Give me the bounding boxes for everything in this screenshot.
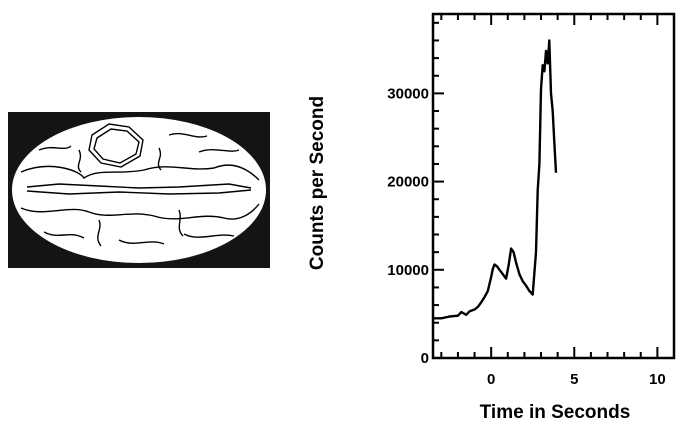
scattered-contours	[77, 147, 184, 247]
y-tick-label: 20000	[387, 174, 429, 191]
x-tick-label: 10	[649, 371, 666, 388]
x-tick-label: 5	[570, 371, 578, 388]
x-axis-label: Time in Seconds	[480, 402, 631, 421]
contour-lines	[20, 123, 260, 247]
sky-ellipse	[12, 117, 266, 263]
galactic-plane-contour-top	[26, 183, 252, 189]
lower-noise-contours	[43, 231, 235, 245]
plot-frame	[431, 12, 676, 360]
hotspot-contour-outer	[88, 123, 144, 168]
sky-map-panel	[8, 112, 270, 268]
hotspot-contour-inner	[93, 128, 140, 164]
lower-contour	[20, 203, 260, 220]
galactic-sky-map-icon	[12, 117, 266, 263]
upper-contour	[20, 164, 260, 181]
x-axis-ticks: 0 5 10	[440, 14, 675, 388]
x-tick-label: 0	[487, 371, 495, 388]
y-axis-label: Counts per Second	[307, 96, 328, 270]
galactic-plane-contour-bottom	[26, 189, 252, 195]
y-tick-label: 30000	[387, 85, 429, 102]
upper-noise-contours	[38, 132, 240, 153]
y-axis-ticks: 0 10000 20000 30000	[387, 21, 444, 367]
y-tick-label: 0	[421, 350, 429, 367]
series-line	[433, 39, 558, 320]
y-tick-label: 10000	[387, 262, 429, 279]
light-curve-chart: 0 5 10 0 10000 20000 30000 Time in Seconds Co…	[307, 12, 676, 421]
